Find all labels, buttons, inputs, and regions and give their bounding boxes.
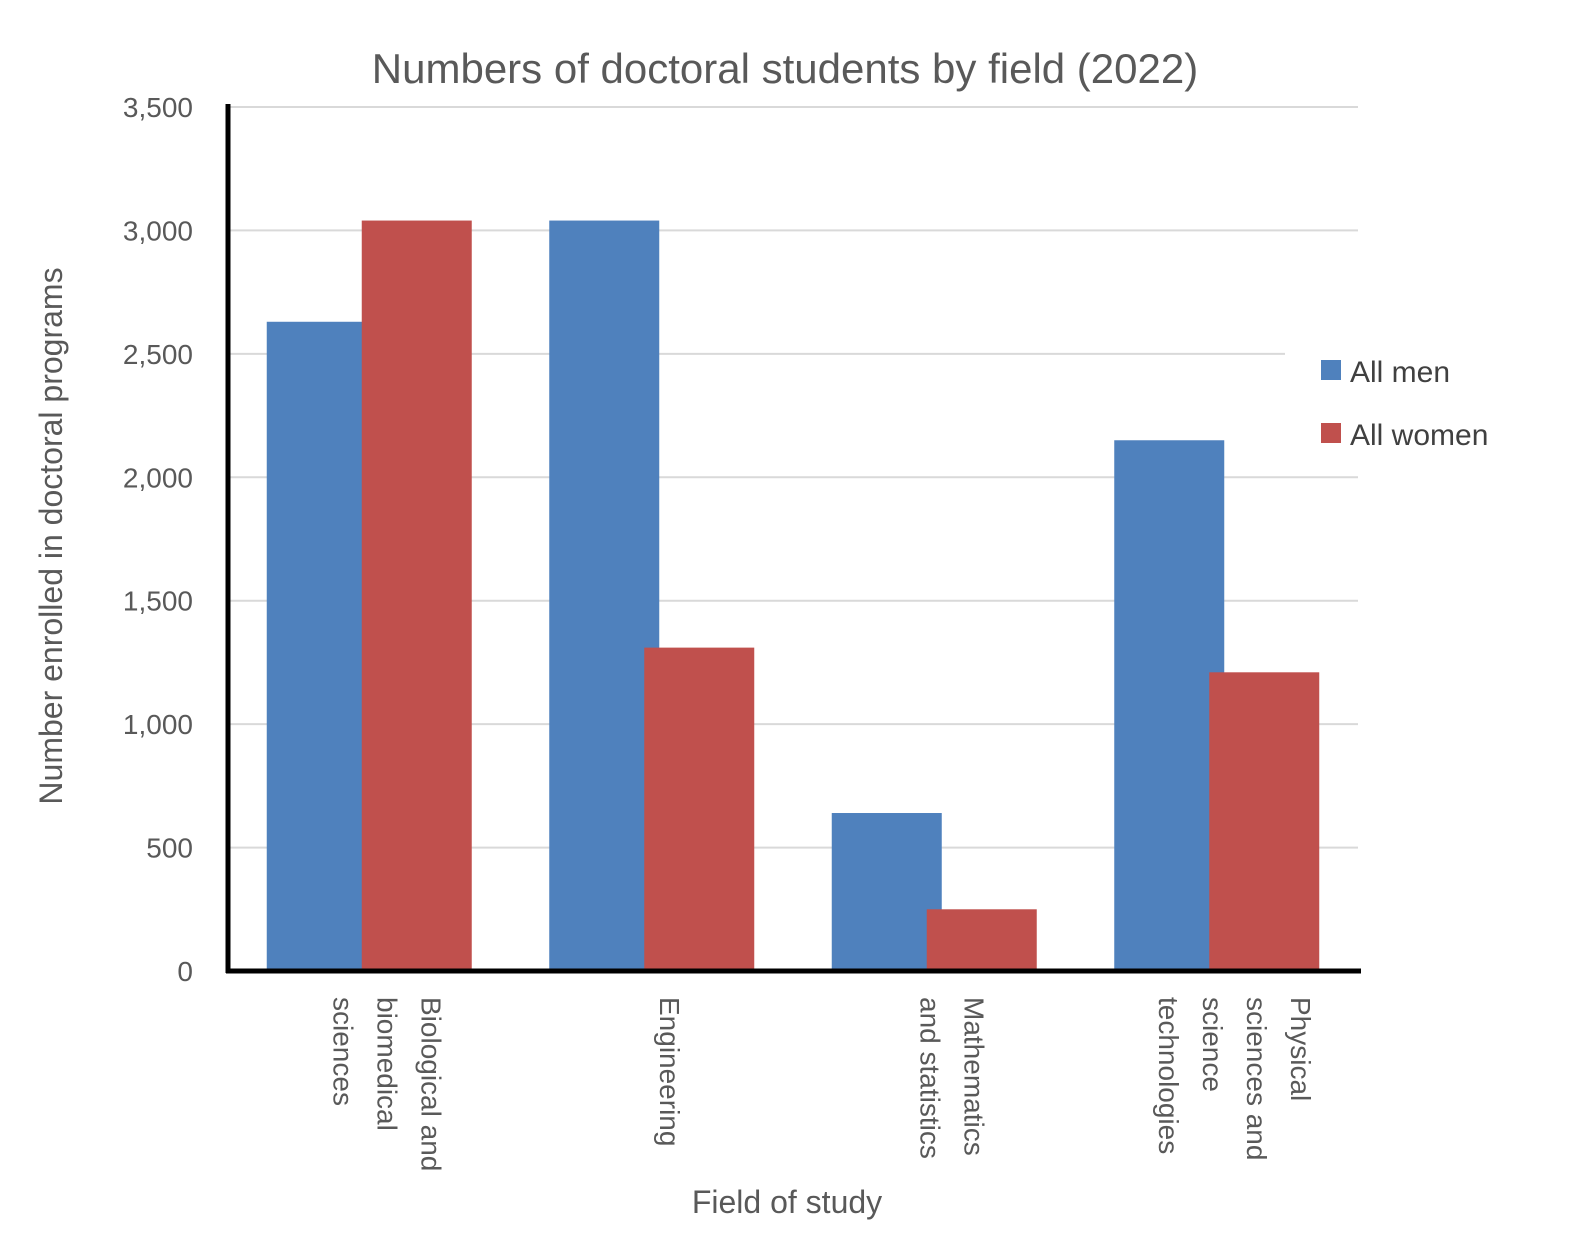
bar-men: [1114, 440, 1225, 971]
x-axis-title: Field of study: [692, 1184, 882, 1220]
bar-women: [361, 220, 472, 971]
bar-men: [549, 220, 660, 971]
x-tick-label-line: biomedical: [371, 997, 402, 1131]
legend: All men All women: [1321, 356, 1488, 452]
bar-women: [644, 647, 755, 971]
x-tick-label: Physical sciences and science technologies: [1153, 997, 1316, 1160]
x-tick-labels: Biological and biomedical sciences Engineer…: [327, 997, 1316, 1171]
y-tick-label: 2,500: [123, 339, 193, 370]
y-tick-label: 500: [146, 833, 193, 864]
bar-women: [1209, 672, 1320, 971]
bars: [266, 220, 1320, 971]
y-tick-label: 2,000: [123, 462, 193, 493]
y-tick-label: 3,000: [123, 215, 193, 246]
y-tick-label: 1,000: [123, 709, 193, 740]
bar-men: [266, 321, 377, 971]
y-tick-label: 3,500: [123, 92, 193, 123]
x-tick-label-line: Biological and: [415, 997, 446, 1171]
bar-men: [831, 813, 942, 971]
x-tick-label: Biological and biomedical sciences: [327, 997, 446, 1171]
x-tick-label-line: Mathematics: [958, 997, 989, 1156]
chart-title: Numbers of doctoral students by field (2…: [372, 45, 1198, 92]
x-tick-label-line: and statistics: [914, 997, 945, 1159]
y-tick-labels: 0 500 1,000 1,500 2,000 2,500 3,000 3,500: [123, 92, 193, 987]
y-tick-label: 1,500: [123, 586, 193, 617]
x-tick-label-line: sciences and: [1241, 997, 1272, 1160]
bar-women: [926, 909, 1037, 971]
legend-swatch: [1321, 423, 1341, 443]
x-tick-label: Engineering: [654, 997, 685, 1146]
legend-label: All men: [1350, 356, 1450, 389]
x-tick-label-line: technologies: [1153, 997, 1184, 1154]
x-tick-label-line: Physical: [1285, 997, 1316, 1101]
legend-swatch: [1321, 360, 1341, 380]
legend-label: All women: [1350, 419, 1488, 452]
y-axis-title: Number enrolled in doctoral programs: [33, 267, 69, 804]
x-tick-label-line: sciences: [327, 997, 358, 1106]
x-tick-label-line: science: [1197, 997, 1228, 1092]
x-tick-label: Mathematics and statistics: [914, 997, 989, 1159]
x-tick-label-line: Engineering: [654, 997, 685, 1146]
y-tick-label: 0: [177, 956, 193, 987]
